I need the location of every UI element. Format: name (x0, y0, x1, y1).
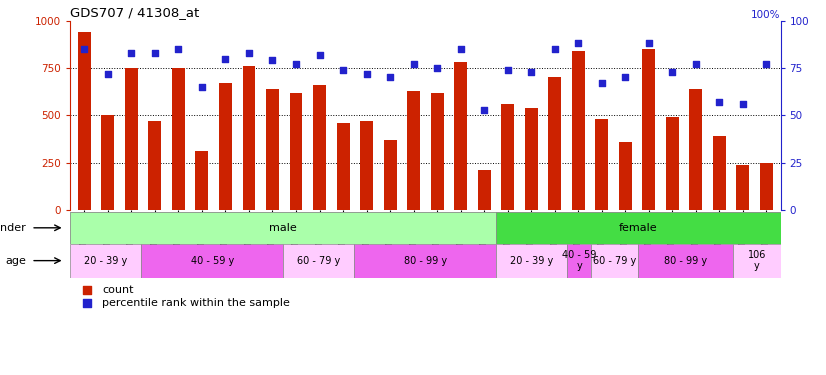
Bar (125, 68, 138, 210)
Bar (102, 116, 114, 210)
Bar (525, 108, 538, 210)
Bar (638, 244, 733, 278)
Bar (666, 117, 679, 210)
Text: 40 - 59
y: 40 - 59 y (563, 250, 596, 272)
Bar (430, 93, 444, 210)
Point (313, 52, 326, 58)
Text: GDS707 / 41308_at: GDS707 / 41308_at (70, 6, 199, 20)
Text: gender: gender (0, 223, 26, 233)
Point (149, 50, 162, 56)
Legend: count, percentile rank within the sample: count, percentile rank within the sample (76, 285, 290, 308)
Point (736, 101, 749, 107)
Bar (141, 244, 283, 278)
Text: 80 - 99 y: 80 - 99 y (404, 256, 447, 266)
Bar (596, 119, 608, 210)
Point (383, 75, 396, 81)
Bar (567, 244, 591, 278)
Bar (407, 91, 420, 210)
Text: 106
y: 106 y (748, 250, 766, 272)
Point (336, 67, 349, 73)
Bar (78, 32, 91, 210)
Bar (496, 244, 567, 278)
Point (430, 65, 444, 71)
Point (760, 61, 773, 67)
Bar (454, 62, 468, 210)
Bar (70, 244, 141, 278)
Point (78, 46, 91, 52)
Point (525, 69, 538, 75)
Bar (477, 170, 491, 210)
Bar (619, 142, 632, 210)
Text: male: male (269, 223, 297, 233)
Bar (70, 212, 496, 244)
Bar (713, 136, 726, 210)
Text: 60 - 79 y: 60 - 79 y (297, 256, 340, 266)
Bar (383, 140, 396, 210)
Point (619, 75, 632, 81)
Point (266, 57, 279, 63)
Point (596, 80, 609, 86)
Bar (172, 68, 185, 210)
Bar (313, 85, 326, 210)
Point (643, 40, 656, 46)
Bar (219, 83, 232, 210)
Point (572, 40, 585, 46)
Point (477, 106, 491, 112)
Point (172, 46, 185, 52)
Bar (548, 78, 561, 210)
Bar (266, 89, 279, 210)
Point (219, 56, 232, 62)
Bar (243, 66, 255, 210)
Bar (354, 244, 496, 278)
Text: female: female (620, 223, 657, 233)
Bar (690, 89, 702, 210)
Text: 40 - 59 y: 40 - 59 y (191, 256, 234, 266)
Bar (733, 244, 781, 278)
Bar (196, 151, 208, 210)
Point (102, 70, 115, 76)
Text: 100%: 100% (751, 10, 781, 20)
Text: 80 - 99 y: 80 - 99 y (664, 256, 707, 266)
Bar (290, 93, 302, 210)
Text: 60 - 79 y: 60 - 79 y (593, 256, 637, 266)
Point (666, 69, 679, 75)
Text: 20 - 39 y: 20 - 39 y (84, 256, 127, 266)
Bar (643, 49, 655, 210)
Point (501, 67, 515, 73)
Point (289, 61, 302, 67)
Point (454, 46, 468, 52)
Point (125, 50, 138, 56)
Text: 20 - 39 y: 20 - 39 y (510, 256, 553, 266)
Bar (591, 244, 638, 278)
Bar (572, 51, 585, 210)
Point (689, 61, 702, 67)
Point (713, 99, 726, 105)
Bar (737, 165, 749, 210)
Text: age: age (5, 256, 26, 266)
Bar (501, 104, 514, 210)
Bar (149, 121, 161, 210)
Point (360, 70, 373, 76)
Bar (336, 123, 349, 210)
Point (407, 61, 420, 67)
Bar (496, 212, 781, 244)
Bar (283, 244, 354, 278)
Bar (760, 163, 773, 210)
Bar (360, 121, 373, 210)
Point (242, 50, 255, 56)
Point (195, 84, 208, 90)
Point (548, 46, 562, 52)
